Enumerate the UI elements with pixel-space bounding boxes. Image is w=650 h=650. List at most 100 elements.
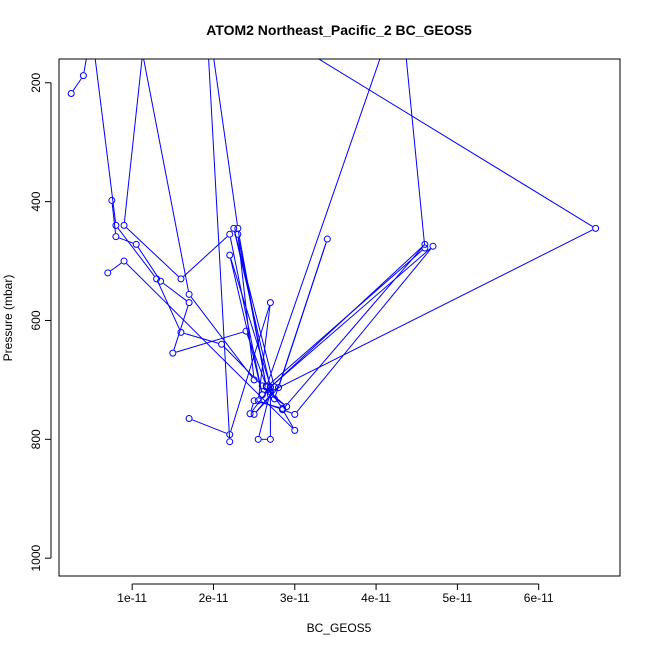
data-point: [120, 221, 128, 229]
series-4-segment: [190, 296, 253, 378]
series-4-segment: [208, 59, 231, 439]
y-tick-label: 800: [29, 429, 43, 449]
data-point: [120, 257, 128, 265]
y-tick-label: 200: [29, 72, 43, 92]
series-2-segment: [285, 410, 292, 414]
data-point: [67, 89, 75, 97]
series-1-segment: [117, 227, 155, 277]
data-point: [104, 269, 112, 277]
series-3-segment: [273, 229, 593, 391]
series-2-segment: [234, 231, 275, 384]
series-1-segment: [126, 263, 293, 429]
data-point: [250, 397, 258, 405]
data-point: [112, 221, 120, 229]
series-2-segment: [272, 248, 431, 386]
plot-frame: [58, 58, 621, 577]
data-point: [275, 384, 283, 392]
x-tick-label: 6e-11: [524, 591, 554, 605]
x-axis: 1e-11 2e-11 3e-11 4e-11 5e-11 6e-11: [117, 583, 554, 605]
data-point: [291, 426, 299, 434]
series-2-segment: [296, 248, 432, 412]
data-point: [246, 410, 254, 418]
series-4-segment: [405, 59, 426, 245]
data-point: [262, 383, 270, 391]
series-2-segment: [229, 237, 263, 392]
series-4-segment: [213, 59, 238, 225]
series-3-segment: [251, 390, 269, 412]
data-point: [429, 242, 437, 250]
y-axis-label: Pressure (mbar): [1, 275, 15, 362]
data-point: [250, 410, 258, 418]
series-1-segment: [83, 59, 87, 73]
series-2-segment: [192, 419, 227, 434]
series-1-segment: [283, 412, 294, 428]
data-point: [234, 224, 242, 232]
data-point: [169, 349, 177, 357]
y-axis: 200 400 600 800 1000: [29, 72, 52, 572]
series-1-segment: [275, 242, 327, 396]
data-point: [185, 299, 193, 307]
data-point: [421, 240, 429, 248]
data-point: [108, 196, 116, 204]
x-tick-label: 3e-11: [280, 591, 310, 605]
data-point: [323, 235, 331, 243]
series-3-segment: [111, 203, 117, 234]
series-1-segment: [284, 246, 423, 408]
series-3-segment: [258, 395, 271, 437]
series-group: [67, 59, 600, 446]
series-3-segment: [137, 247, 160, 279]
x-axis-label: BC_GEOS5: [307, 621, 372, 635]
series-3-segment: [176, 331, 243, 353]
data-point: [266, 435, 274, 443]
series-1-segment: [230, 258, 274, 396]
data-point: [185, 415, 193, 423]
series-3-segment: [173, 305, 189, 350]
series-2-segment: [123, 59, 143, 222]
data-point: [177, 275, 185, 283]
data-point: [279, 404, 287, 412]
series-1-segment: [94, 59, 116, 222]
data-point: [270, 395, 278, 403]
series-1-segment: [230, 258, 262, 392]
series-3-segment: [119, 237, 134, 244]
x-tick-label: 2e-11: [199, 591, 229, 605]
data-point: [226, 251, 234, 259]
data-point: [266, 299, 274, 307]
series-2-segment: [230, 305, 270, 432]
series-3-segment: [257, 401, 280, 408]
data-point: [592, 224, 600, 232]
data-point: [291, 410, 299, 418]
data-point: [258, 382, 266, 390]
data-point: [226, 230, 234, 238]
data-point: [112, 233, 120, 241]
series-2-segment: [126, 227, 179, 277]
series-2-segment: [183, 236, 228, 277]
data-point: [185, 290, 193, 298]
data-point: [266, 388, 274, 396]
x-tick-label: 1e-11: [117, 591, 147, 605]
series-3-segment: [317, 59, 593, 227]
y-tick-label: 600: [29, 310, 43, 330]
series-3-segment: [163, 282, 187, 301]
series-1-segment: [110, 262, 122, 272]
data-point: [266, 384, 274, 392]
series-1-segment: [72, 78, 82, 91]
series-4-segment: [268, 249, 423, 386]
data-point: [132, 240, 140, 248]
series-4-segment: [237, 231, 267, 384]
data-point: [157, 277, 165, 285]
series-4-segment: [143, 59, 189, 291]
series-2-segment: [258, 306, 271, 398]
y-tick-label: 1000: [29, 545, 43, 572]
series-3-segment: [250, 403, 254, 411]
x-tick-label: 5e-11: [442, 591, 472, 605]
data-point: [421, 244, 429, 252]
series-4-segment: [237, 237, 255, 377]
data-point: [230, 224, 238, 232]
data-point: [226, 438, 234, 446]
x-tick-label: 4e-11: [361, 591, 391, 605]
chart-title: ATOM2 Northeast_Pacific_2 BC_GEOS5: [206, 22, 472, 38]
data-point: [79, 72, 87, 80]
